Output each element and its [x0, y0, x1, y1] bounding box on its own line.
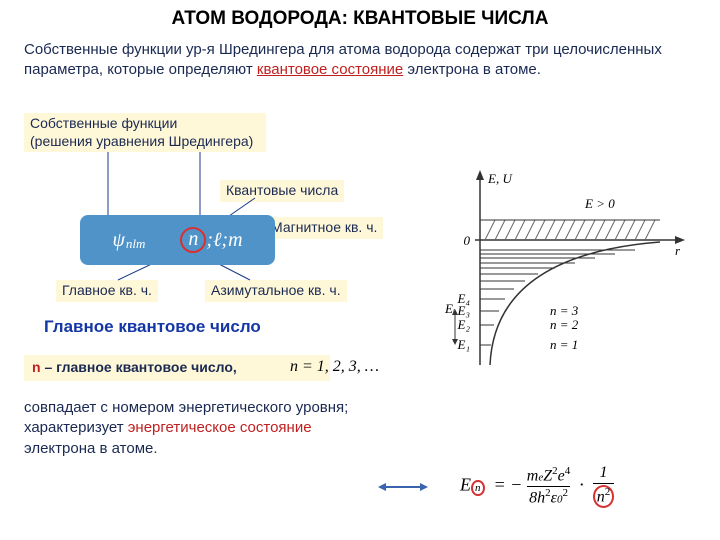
eq-me: m	[527, 467, 539, 484]
intro-text: Собственные функции ур-я Шредингера для …	[24, 40, 694, 81]
eq-nsup: 2	[605, 486, 611, 498]
eq-Z: Z	[543, 467, 552, 484]
psi: ψ	[112, 229, 124, 252]
azimuthal-label: Азимутальное кв. ч.	[205, 280, 347, 302]
n3: n = 3	[550, 303, 579, 318]
page-title: АТОМ ВОДОРОДА: КВАНТОВЫЕ ЧИСЛА	[0, 8, 720, 30]
n2: n = 2	[550, 317, 579, 332]
E2: E₂	[457, 317, 471, 332]
principal-label: Главное кв. ч.	[56, 280, 158, 302]
eq-E: E	[460, 475, 471, 495]
n-def-text: – главное квантовое число,	[41, 359, 237, 375]
body3: электрона в атоме.	[24, 440, 158, 457]
n-circled: n	[180, 227, 206, 253]
body2-pre: характеризует	[24, 419, 128, 436]
eq-one: 1	[600, 465, 608, 482]
n-def-box: n – главное квантовое число,	[24, 355, 330, 381]
eq-n-sub: n	[471, 480, 485, 496]
qnumbers-label: Квантовые числа	[220, 180, 344, 202]
svg-text:0: 0	[464, 233, 471, 248]
n-symbol: n	[32, 359, 41, 375]
eigenfunctions-l1: Собственные функции	[30, 115, 177, 131]
energy-equation: En = − meZ2e4 8h2ε02 · 1 n2	[460, 465, 614, 508]
body1: совпадает с номером энергетического уров…	[24, 399, 348, 416]
intro-post: электрона в атоме.	[403, 61, 541, 78]
intro-link: квантовое состояние	[257, 61, 403, 78]
E1: E₁	[457, 337, 470, 352]
eigenfunctions-label: Собственные функции (решения уравнения Ш…	[24, 113, 266, 152]
eigenfunctions-l2: (решения уравнения Шредингера)	[30, 133, 253, 149]
E4: E₄	[457, 291, 471, 306]
diag-xlabel: r	[675, 243, 681, 258]
energy-diagram: E, U r 0 E > 0 E₁ E₂ E₃ E₄ Eᵢ n = 1 n = …	[420, 165, 700, 375]
n-sequence: n = 1, 2, 3, …	[290, 358, 379, 376]
body-text: совпадает с номером энергетического уров…	[24, 398, 374, 459]
body2-red: энергетическое состояние	[128, 419, 312, 436]
magnetic-label: Магнитное кв. ч.	[265, 217, 383, 239]
eq-eps-sup: 2	[562, 487, 568, 499]
diag-E0: E > 0	[584, 196, 615, 211]
diag-ylabel: E, U	[487, 171, 513, 186]
eq-e: e	[558, 467, 565, 484]
wavefunction-formula: ψnlm n ; ℓ ; m	[80, 215, 275, 265]
section-heading: Главное квантовое число	[44, 317, 261, 337]
eq-n: n	[597, 488, 605, 505]
eq-esup: 4	[565, 465, 571, 477]
m-symbol: m	[228, 229, 242, 252]
eq-h: h	[537, 489, 545, 506]
n1: n = 1	[550, 337, 578, 352]
sep1: ;	[206, 229, 213, 252]
psi-sub: nlm	[126, 236, 146, 252]
sep2: ;	[221, 229, 228, 252]
l-symbol: ℓ	[213, 229, 221, 252]
double-arrow-icon	[378, 482, 428, 492]
eq-8: 8	[529, 489, 537, 506]
